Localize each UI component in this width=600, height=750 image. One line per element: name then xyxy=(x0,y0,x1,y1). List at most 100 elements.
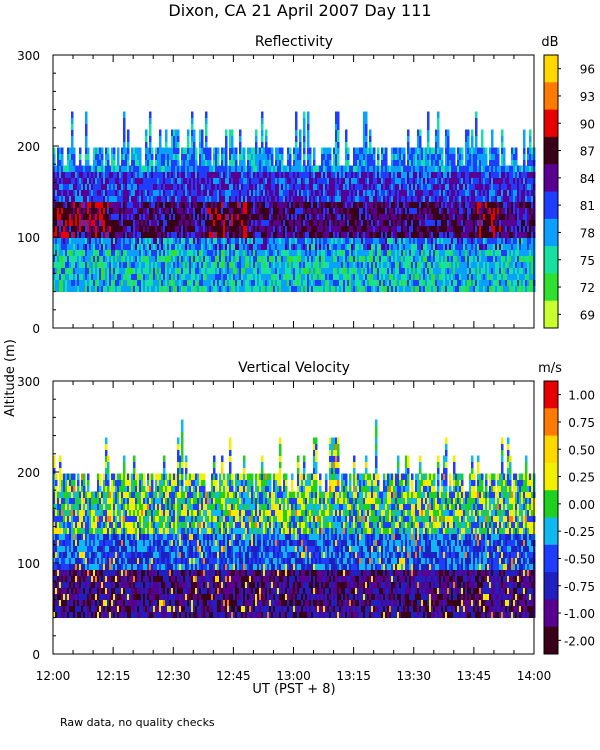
heatmap-cell xyxy=(137,261,140,269)
heatmap-cell xyxy=(269,177,272,185)
heatmap-cell xyxy=(241,147,244,155)
heatmap-cell xyxy=(307,213,310,221)
heatmap-cell xyxy=(221,237,224,245)
heatmap-cell xyxy=(149,237,152,245)
heatmap-cell xyxy=(127,135,130,143)
heatmap-cell xyxy=(279,267,282,275)
heatmap-cell xyxy=(217,189,220,197)
heatmap-cell xyxy=(189,243,192,251)
heatmap-cell xyxy=(249,153,252,161)
heatmap-cell xyxy=(173,225,176,233)
heatmap-cell xyxy=(227,195,230,203)
heatmap-cell xyxy=(75,207,78,215)
heatmap-cell xyxy=(75,201,78,209)
heatmap-cell xyxy=(229,243,232,251)
heatmap-cell xyxy=(341,171,344,179)
heatmap-cell xyxy=(277,225,280,233)
heatmap-cell xyxy=(331,219,334,227)
figure-title: Dixon, CA 21 April 2007 Day 111 xyxy=(168,1,431,20)
heatmap-cell xyxy=(133,183,136,191)
heatmap-cell xyxy=(243,153,246,161)
heatmap-cell xyxy=(181,243,184,251)
heatmap-cell xyxy=(283,207,286,215)
heatmap-cell xyxy=(61,243,64,251)
heatmap-cell xyxy=(149,213,152,221)
heatmap-cell xyxy=(287,273,290,281)
heatmap-cell xyxy=(267,153,270,161)
heatmap-cell xyxy=(293,147,296,155)
heatmap-cell xyxy=(371,237,374,245)
heatmap-cell xyxy=(221,201,224,209)
heatmap-cell xyxy=(55,189,58,197)
heatmap-cell xyxy=(321,213,324,221)
heatmap-cell xyxy=(143,171,146,179)
heatmap-cell xyxy=(159,171,162,179)
heatmap-cell xyxy=(369,261,372,269)
heatmap-cell xyxy=(207,213,210,221)
heatmap-cell xyxy=(355,153,358,161)
heatmap-cell xyxy=(91,195,94,203)
heatmap-cell xyxy=(137,231,140,239)
heatmap-cell xyxy=(345,177,348,185)
heatmap-cell xyxy=(227,177,230,185)
heatmap-cell xyxy=(199,249,202,257)
heatmap-cell xyxy=(255,243,258,251)
heatmap-cell xyxy=(295,237,298,245)
heatmap-cell xyxy=(337,273,340,281)
heatmap-cell xyxy=(199,147,202,155)
heatmap-cell xyxy=(345,225,348,233)
heatmap-cell xyxy=(93,153,96,161)
heatmap-cell xyxy=(217,231,220,239)
heatmap-cell xyxy=(129,183,132,191)
heatmap-cell xyxy=(69,273,72,281)
heatmap-cell xyxy=(251,267,254,275)
heatmap-cell xyxy=(273,225,276,233)
heatmap-cell xyxy=(297,165,300,173)
heatmap-cell xyxy=(277,231,280,239)
heatmap-cell xyxy=(321,255,324,263)
heatmap-cell xyxy=(125,219,128,227)
heatmap-cell xyxy=(171,195,174,203)
heatmap-cell xyxy=(109,279,112,287)
heatmap-cell xyxy=(301,177,304,185)
heatmap-cell xyxy=(55,165,58,173)
heatmap-cell xyxy=(157,207,160,215)
heatmap-cell xyxy=(121,213,124,221)
heatmap-cell xyxy=(145,141,148,149)
heatmap-cell xyxy=(319,201,322,209)
heatmap-cell xyxy=(275,147,278,155)
heatmap-cell xyxy=(217,147,220,155)
heatmap-cell xyxy=(339,213,342,221)
heatmap-cell xyxy=(145,231,148,239)
heatmap-cell xyxy=(133,237,136,245)
heatmap-cell xyxy=(77,285,80,293)
heatmap-cell xyxy=(57,231,60,239)
heatmap-cell xyxy=(351,285,354,293)
heatmap-cell xyxy=(351,225,354,233)
heatmap-cell xyxy=(347,183,350,191)
heatmap-cell xyxy=(167,243,170,251)
heatmap-cell xyxy=(119,237,122,245)
heatmap-cell xyxy=(173,261,176,269)
heatmap-cell xyxy=(67,285,70,293)
heatmap-cell xyxy=(205,285,208,293)
heatmap-cell xyxy=(369,183,372,191)
heatmap-cell xyxy=(251,171,254,179)
heatmap-cell xyxy=(187,231,190,239)
heatmap-cell xyxy=(251,261,254,269)
heatmap-cell xyxy=(65,243,68,251)
heatmap-cell xyxy=(267,195,270,203)
heatmap-cell xyxy=(369,219,372,227)
heatmap-cell xyxy=(277,219,280,227)
heatmap-cell xyxy=(187,129,190,137)
heatmap-cell xyxy=(357,225,360,233)
heatmap-cell xyxy=(261,147,264,155)
heatmap-cell xyxy=(185,225,188,233)
heatmap-cell xyxy=(269,273,272,281)
heatmap-cell xyxy=(317,243,320,251)
heatmap-cell xyxy=(65,255,68,263)
heatmap-cell xyxy=(171,225,174,233)
heatmap-cell xyxy=(177,159,180,167)
heatmap-cell xyxy=(287,213,290,221)
heatmap-cell xyxy=(125,261,128,269)
